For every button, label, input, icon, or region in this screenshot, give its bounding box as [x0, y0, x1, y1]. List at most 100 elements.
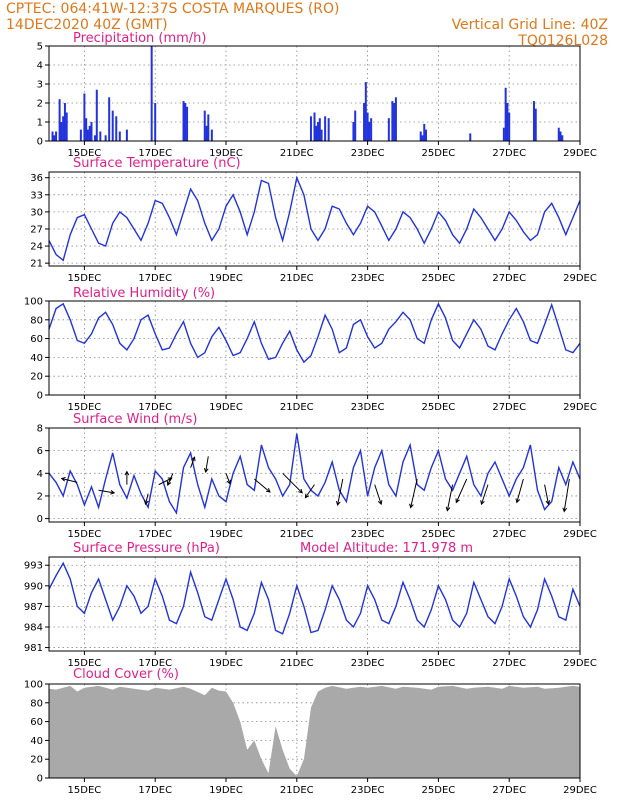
x-tick-label: 29DEC	[563, 529, 597, 540]
precip-bar	[63, 103, 66, 141]
x-tick-label: 17DEC	[138, 148, 172, 159]
wind-arrow-head	[377, 500, 383, 506]
y-tick-label: 20	[30, 755, 43, 766]
precip-bar	[421, 135, 424, 141]
y-tick-label: 27	[30, 224, 43, 235]
precip-bar	[108, 97, 111, 141]
x-tick-label: 15DEC	[68, 402, 102, 413]
x-tick-label: 25DEC	[422, 529, 456, 540]
precip-bar	[324, 116, 327, 141]
wind-panel: Surface Wind (m/s) 0 2 4 6 8 15DEC 17DEC 19DEC 2…	[37, 412, 597, 540]
x-tick-label: 27DEC	[492, 402, 526, 413]
precip-bar	[364, 82, 367, 141]
wind-arrow-head	[60, 476, 66, 482]
wind-arrow-head	[203, 467, 209, 473]
x-tick-label: 29DEC	[563, 402, 597, 413]
wind-arrow-shaft	[98, 489, 115, 494]
x-tick-label: 29DEC	[563, 148, 597, 159]
y-tick-label: 21	[30, 259, 43, 270]
x-tick-label: 15DEC	[68, 148, 102, 159]
precip-bar	[363, 103, 366, 141]
y-tick-label: 4	[37, 469, 43, 480]
precip-bar	[394, 97, 397, 141]
x-tick-label: 23DEC	[351, 273, 385, 284]
precipitation-title: Precipitation (mm/h)	[73, 31, 206, 46]
y-tick-label: 984	[24, 622, 43, 633]
y-tick-label: 33	[30, 190, 43, 201]
x-tick-label: 23DEC	[351, 529, 385, 540]
header: CPTEC: 064:41W-12:37S COSTA MARQUES (RO)…	[6, 1, 608, 49]
x-tick-label: 27DEC	[492, 658, 526, 669]
x-tick-label: 21DEC	[280, 658, 314, 669]
precip-bar	[95, 89, 98, 141]
temperature-title: Surface Temperature (nC)	[73, 156, 241, 171]
wind-arrow-shaft	[61, 477, 78, 483]
y-tick-label: 80	[30, 698, 43, 709]
wind-arrow-head	[124, 470, 130, 476]
precip-bar	[90, 122, 93, 141]
wind-arrow-shaft	[225, 473, 231, 484]
x-tick-label: 27DEC	[492, 785, 526, 796]
precip-bar	[327, 118, 330, 141]
x-tick-label: 29DEC	[563, 658, 597, 669]
x-tick-label: 23DEC	[351, 658, 385, 669]
x-tick-label: 23DEC	[351, 785, 385, 796]
model-altitude-annotation: Model Altitude: 171.978 m	[300, 541, 473, 556]
x-tick-label: 23DEC	[351, 148, 385, 159]
x-tick-label: 27DEC	[492, 148, 526, 159]
x-tick-label: 19DEC	[209, 273, 243, 284]
precip-bar	[309, 116, 312, 141]
x-tick-label: 17DEC	[138, 529, 172, 540]
precip-bar	[393, 103, 396, 141]
precip-bar	[184, 103, 187, 141]
precipitation-panel: Precipitation (mm/h) 0 1 2 3 4 5 15DEC 17DEC 19D…	[37, 31, 597, 159]
precip-bar	[104, 135, 107, 141]
precip-bar	[85, 118, 88, 141]
wind-arrow-shaft	[455, 478, 468, 503]
precip-bar	[60, 122, 63, 141]
humidity-series-line	[48, 302, 581, 364]
y-tick-label: 2	[37, 99, 43, 110]
precip-bar	[366, 112, 369, 141]
y-tick-label: 60	[30, 334, 43, 345]
wind-arrow-head	[445, 506, 451, 512]
y-tick-label: 990	[24, 581, 43, 592]
wind-arrow-head	[191, 456, 196, 462]
precip-bar	[352, 122, 355, 141]
wind-arrow-head	[515, 498, 521, 504]
x-tick-label: 19DEC	[209, 785, 243, 796]
x-tick-label: 29DEC	[563, 273, 597, 284]
precip-bar	[318, 118, 321, 141]
precip-bar	[368, 122, 371, 141]
wind-series-line	[48, 433, 581, 515]
header-run-time: 14DEC2020 40Z (GMT)	[6, 17, 168, 33]
precip-bar	[534, 108, 537, 141]
precip-bar	[53, 135, 56, 141]
precip-bar	[58, 99, 61, 141]
precip-bar	[557, 127, 560, 141]
x-tick-label: 17DEC	[138, 785, 172, 796]
x-tick-label: 27DEC	[492, 273, 526, 284]
panel-frame	[48, 683, 581, 779]
x-tick-label: 19DEC	[209, 529, 243, 540]
wind-arrow-shaft	[205, 456, 209, 472]
cloud-cover-panel: Cloud Cover (%) 0 20 40 60 80 100 15DEC 17DEC 19…	[24, 667, 597, 796]
precip-bar	[118, 131, 121, 141]
precip-bar	[62, 116, 65, 141]
wind-arrow-shaft	[253, 478, 271, 493]
wind-arrow-shaft	[480, 484, 489, 505]
precip-bar	[207, 114, 210, 141]
y-tick-label: 0	[37, 391, 43, 402]
precip-bar	[370, 118, 373, 141]
y-tick-label: 4	[37, 61, 43, 72]
wind-arrow-shaft	[282, 472, 303, 494]
y-tick-label: 5	[37, 42, 43, 53]
precip-bar	[94, 135, 97, 141]
x-tick-label: 17DEC	[138, 402, 172, 413]
y-tick-label: 6	[37, 446, 43, 457]
x-tick-label: 25DEC	[422, 658, 456, 669]
cloud-cover-title: Cloud Cover (%)	[73, 667, 179, 682]
precip-bar	[387, 118, 390, 141]
y-tick-label: 0	[37, 774, 43, 785]
precip-bar	[99, 131, 102, 141]
